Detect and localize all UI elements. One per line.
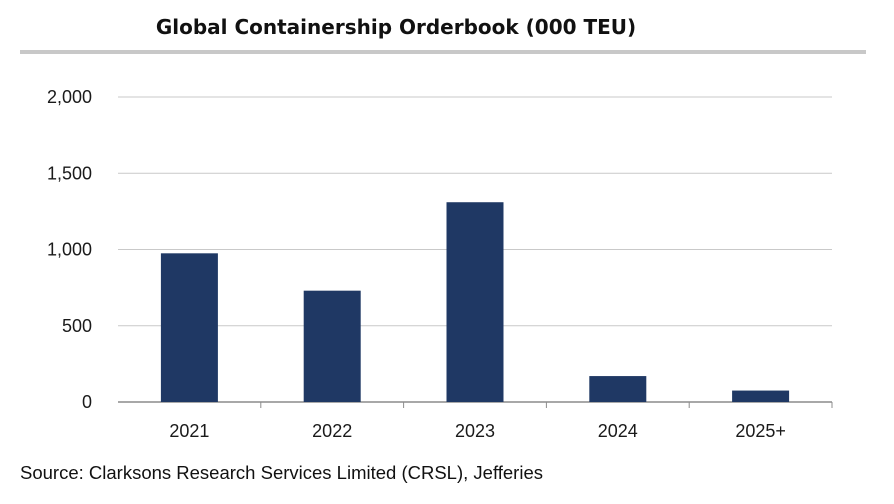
bar-2022 (303, 290, 361, 402)
x-tick-label: 2021 (169, 421, 209, 441)
source-note: Source: Clarksons Research Services Limi… (20, 462, 543, 483)
x-tick-label: 2022 (312, 421, 352, 441)
y-tick-label: 1,000 (47, 240, 92, 260)
bar-2024 (589, 376, 647, 402)
bar-2023 (446, 202, 504, 402)
x-tick-label: 2023 (455, 421, 495, 441)
x-tick-label: 2024 (598, 421, 638, 441)
bars (160, 202, 790, 402)
x-tick-label: 2025+ (735, 421, 786, 441)
title-divider (20, 50, 866, 54)
y-axis: 0 500 1,000 1,500 2,000 (47, 87, 92, 412)
y-tick-label: 500 (62, 316, 92, 336)
y-tick-label: 1,500 (47, 163, 92, 183)
y-tick-label: 0 (82, 392, 92, 412)
x-axis: 2021 2022 2023 2024 2025+ (169, 402, 833, 441)
bar-2025+ (732, 390, 790, 402)
chart-title: Global Containership Orderbook (000 TEU) (155, 15, 637, 39)
y-tick-label: 2,000 (47, 87, 92, 107)
bar-2021 (160, 253, 218, 402)
